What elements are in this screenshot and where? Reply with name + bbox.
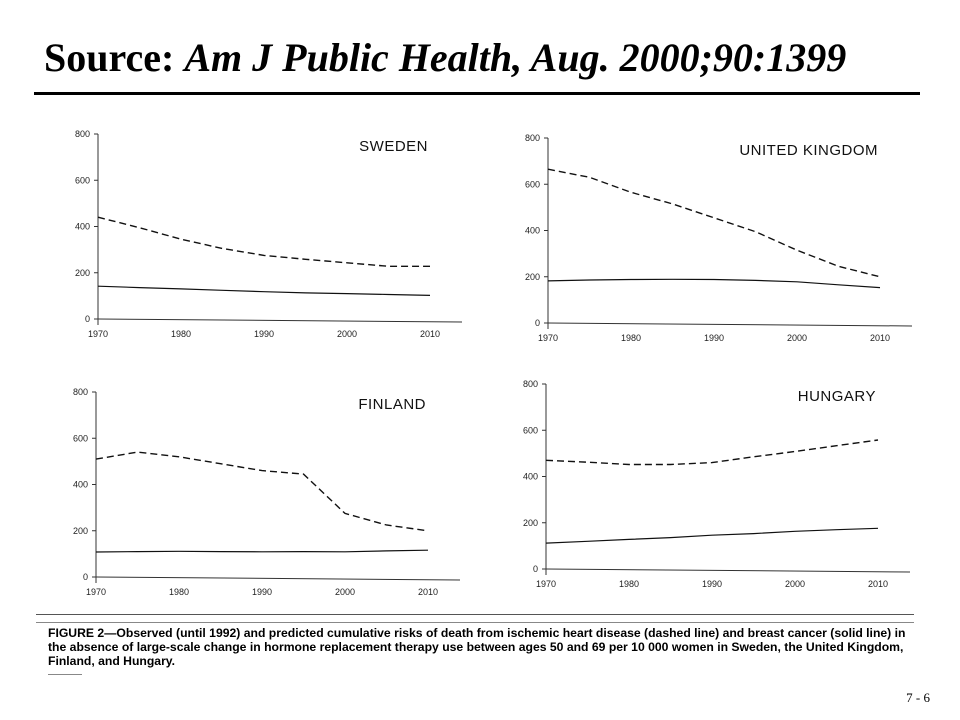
sweden-ihd-dashed-line bbox=[97, 216, 430, 267]
finland-x-tick-label: 2000 bbox=[335, 587, 355, 597]
finland-y-tick-label: 200 bbox=[73, 526, 88, 536]
finland-x-tick-label: 2010 bbox=[418, 587, 438, 597]
hungary-ihd-dashed-line bbox=[545, 439, 879, 466]
chart-panel-united-kingdom: 0 200 400 600 800 1970 1980 1990 2000 2010 UNITED … bbox=[525, 133, 913, 343]
hungary-x-tick-label: 1980 bbox=[619, 579, 639, 589]
title-prefix: Source: bbox=[44, 35, 175, 80]
finland-ihd-dashed-line bbox=[95, 451, 429, 532]
united-kingdom-x-tick-label: 1970 bbox=[538, 333, 558, 343]
sweden-x-tick-label: 2000 bbox=[337, 329, 357, 339]
hungary-y-tick-label: 400 bbox=[523, 472, 538, 482]
sweden-x-tick-label: 1970 bbox=[88, 329, 108, 339]
sweden-x-axis bbox=[97, 318, 463, 323]
sweden-y-tick-label: 600 bbox=[75, 175, 90, 185]
finland-breast-cancer-solid-line bbox=[95, 549, 429, 553]
sweden-y-tick-label: 200 bbox=[75, 268, 90, 278]
chart-panel-sweden: 0 200 400 600 800 1970 1980 1990 2000 2010 SWEDEN bbox=[75, 129, 463, 339]
chart-panel-finland: 0 200 400 600 800 1970 1980 1990 2000 2010 FINLAND bbox=[73, 387, 461, 597]
sweden-x-tick-label: 2010 bbox=[420, 329, 440, 339]
finland-x-tick-label: 1990 bbox=[252, 587, 272, 597]
hungary-y-tick-label: 0 bbox=[533, 564, 538, 574]
finland-x-tick-label: 1970 bbox=[86, 587, 106, 597]
hungary-x-tick-label: 1990 bbox=[702, 579, 722, 589]
finland-y-tick-label: 600 bbox=[73, 433, 88, 443]
hungary-y-tick-label: 600 bbox=[523, 425, 538, 435]
united-kingdom-y-tick-label: 0 bbox=[535, 318, 540, 328]
finland-y-tick-label: 0 bbox=[83, 572, 88, 582]
united-kingdom-x-tick-label: 1980 bbox=[621, 333, 641, 343]
figure-top-rule bbox=[36, 614, 914, 615]
sweden-y-tick-label: 400 bbox=[75, 222, 90, 232]
hungary-x-axis bbox=[545, 568, 911, 573]
united-kingdom-x-tick-label: 1990 bbox=[704, 333, 724, 343]
figure-bottom-rule bbox=[48, 674, 82, 675]
finland-y-tick-label: 800 bbox=[73, 387, 88, 397]
hungary-x-tick-label: 1970 bbox=[536, 579, 556, 589]
chart-panel-hungary: 0 200 400 600 800 1970 1980 1990 2000 2010 HUNGARY bbox=[523, 379, 911, 589]
page-number: 7 - 6 bbox=[906, 690, 930, 705]
united-kingdom-panel-title: UNITED KINGDOM bbox=[739, 142, 878, 159]
hungary-y-tick-label: 800 bbox=[523, 379, 538, 389]
united-kingdom-y-tick-label: 200 bbox=[525, 272, 540, 282]
finland-x-axis bbox=[95, 576, 461, 581]
title-citation: Am J Public Health, Aug. 2000;90:1399 bbox=[184, 35, 847, 80]
sweden-x-tick-label: 1990 bbox=[254, 329, 274, 339]
sweden-x-tick-label: 1980 bbox=[171, 329, 191, 339]
sweden-y-tick-label: 0 bbox=[85, 314, 90, 324]
united-kingdom-y-tick-label: 600 bbox=[525, 179, 540, 189]
united-kingdom-x-tick-label: 2000 bbox=[787, 333, 807, 343]
sweden-y-tick-label: 800 bbox=[75, 129, 90, 139]
finland-x-tick-label: 1980 bbox=[169, 587, 189, 597]
hungary-breast-cancer-solid-line bbox=[545, 527, 879, 544]
finland-panel-title: FINLAND bbox=[358, 396, 426, 413]
hungary-y-tick-label: 200 bbox=[523, 518, 538, 528]
finland-y-tick-label: 400 bbox=[73, 480, 88, 490]
united-kingdom-y-tick-label: 800 bbox=[525, 133, 540, 143]
slide-title: Source: Am J Public Health, Aug. 2000;90… bbox=[44, 30, 846, 86]
hungary-x-tick-label: 2000 bbox=[785, 579, 805, 589]
sweden-panel-title: SWEDEN bbox=[359, 138, 428, 155]
united-kingdom-breast-cancer-solid-line bbox=[547, 278, 881, 289]
united-kingdom-y-tick-label: 400 bbox=[525, 226, 540, 236]
figure-caption: FIGURE 2—Observed (until 1992) and predi… bbox=[48, 626, 918, 668]
hungary-x-tick-label: 2010 bbox=[868, 579, 888, 589]
title-underline bbox=[34, 92, 920, 95]
united-kingdom-x-axis bbox=[547, 322, 913, 327]
figure-rule-second bbox=[36, 622, 914, 623]
figure-caption-label: FIGURE 2 bbox=[48, 626, 105, 640]
united-kingdom-ihd-dashed-line bbox=[547, 168, 881, 278]
figure-caption-text: —Observed (until 1992) and predicted cum… bbox=[48, 626, 906, 668]
hungary-panel-title: HUNGARY bbox=[798, 388, 876, 405]
sweden-breast-cancer-solid-line bbox=[97, 285, 431, 296]
united-kingdom-x-tick-label: 2010 bbox=[870, 333, 890, 343]
